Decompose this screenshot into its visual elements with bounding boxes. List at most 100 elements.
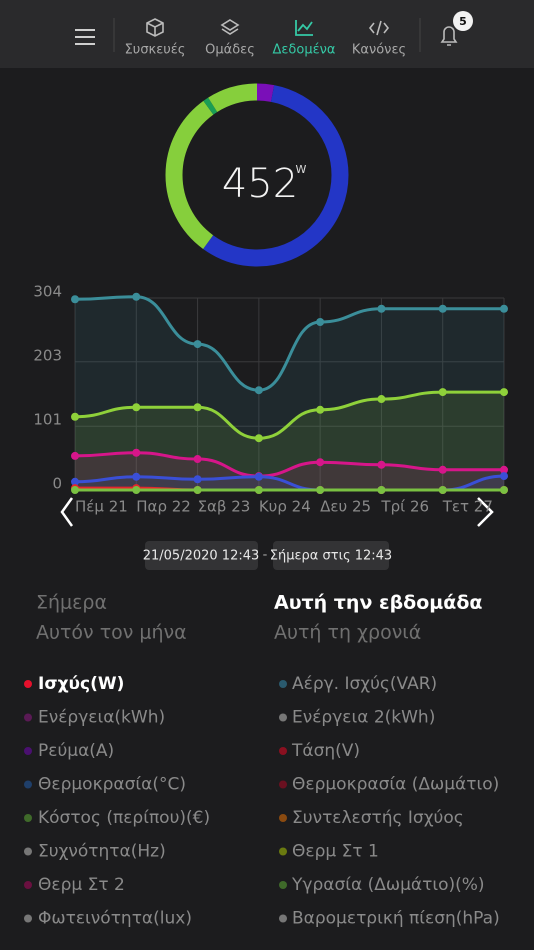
legend-dot xyxy=(279,881,287,889)
legend-label[interactable]: Αέργ. Ισχύς(VAR) xyxy=(292,674,437,694)
y-tick-label: 203 xyxy=(33,346,62,364)
period-option[interactable]: Σήμερα xyxy=(36,592,107,614)
rules-icon xyxy=(368,20,390,36)
series-point xyxy=(500,388,508,397)
nav-bar xyxy=(0,0,534,68)
legend-dot xyxy=(279,847,287,856)
legend-dot xyxy=(24,747,32,755)
series-point xyxy=(193,486,202,494)
prev-arrow[interactable] xyxy=(60,497,74,527)
bell-icon[interactable] xyxy=(440,26,458,46)
x-tick-label: Πέμ 21 xyxy=(75,498,128,516)
legend-label[interactable]: Βαρομετρική πίεση(hPa) xyxy=(292,909,500,929)
series-point xyxy=(71,477,79,486)
legend-dot xyxy=(279,680,287,688)
series-point xyxy=(316,405,325,414)
date-to: Σήμερα στις 12:43 xyxy=(270,549,392,564)
period-option[interactable]: Αυτή την εβδομάδα xyxy=(274,592,482,614)
legend-label[interactable]: Φωτεινότητα(lux) xyxy=(38,909,192,929)
series-point xyxy=(193,455,202,464)
x-tick-label: Κυρ 24 xyxy=(259,498,311,516)
series-line xyxy=(74,390,504,440)
legend-dot xyxy=(24,680,32,688)
legend-dot xyxy=(24,713,32,722)
date-separator: - xyxy=(263,548,268,563)
series-point xyxy=(377,304,386,313)
legend-dot xyxy=(24,914,32,923)
series-point xyxy=(132,403,141,412)
series-line xyxy=(74,295,504,392)
series-point xyxy=(316,318,325,326)
series-area xyxy=(75,452,504,490)
series-point xyxy=(132,448,141,457)
series-point xyxy=(132,292,141,301)
series-point xyxy=(71,295,79,304)
series-point xyxy=(132,486,141,494)
series-point xyxy=(500,465,508,474)
legend-dot xyxy=(24,780,32,789)
legend-dot xyxy=(279,814,287,822)
period-option[interactable]: Αυτή τη χρονιά xyxy=(274,622,421,644)
legend-label[interactable]: Ισχύς(W) xyxy=(38,674,124,694)
badge xyxy=(453,11,473,31)
nav-label[interactable]: Κανόνες xyxy=(352,43,406,58)
legend-label[interactable]: Ενέργεια 2(kWh) xyxy=(292,708,435,728)
legend-label[interactable]: Συχνότητα(Hz) xyxy=(38,842,166,862)
date-pill[interactable] xyxy=(273,541,389,570)
series-point xyxy=(254,486,263,494)
legend-label[interactable]: Θερμ Στ 2 xyxy=(38,875,125,895)
data-icon xyxy=(295,20,313,36)
legend-label[interactable]: Συντελεστής Ισχύος xyxy=(292,808,464,828)
x-tick-label: Τρί 26 xyxy=(380,498,429,516)
series-point xyxy=(254,386,263,395)
legend-dot xyxy=(279,914,287,923)
y-tick-label: 304 xyxy=(33,283,62,301)
series-point xyxy=(254,472,263,481)
legend-label[interactable]: Υγρασία (Δωμάτιο)(%) xyxy=(291,875,485,895)
next-arrow[interactable] xyxy=(477,497,494,527)
legend-label[interactable]: Ρεύμα(A) xyxy=(38,741,114,761)
legend-dot xyxy=(279,713,287,722)
series-point xyxy=(193,403,202,412)
gauge-segment xyxy=(165,83,349,267)
series-point xyxy=(500,304,508,313)
legend-label[interactable]: Ενέργεια(kWh) xyxy=(38,708,165,728)
series-point xyxy=(500,472,508,481)
x-tick-label: Σαβ 23 xyxy=(198,498,251,516)
y-tick-label: 0 xyxy=(52,475,62,493)
series-point xyxy=(438,465,447,474)
gauge-value: 452 xyxy=(222,161,298,207)
x-tick-label: Τετ 27 xyxy=(442,498,493,516)
date-pill[interactable] xyxy=(145,541,258,570)
series-point xyxy=(193,475,202,484)
legend-label[interactable]: Θερμοκρασία (Δωμάτιο) xyxy=(292,775,499,795)
legend-dot xyxy=(24,847,32,856)
date-from: 21/05/2020 12:43 xyxy=(143,549,260,564)
legend-label[interactable]: Τάση(V) xyxy=(291,741,360,761)
series-point xyxy=(71,451,79,460)
nav-label[interactable]: Συσκευές xyxy=(125,43,186,58)
nav-label[interactable]: Ομάδες xyxy=(205,43,255,58)
legend-dot xyxy=(24,814,32,822)
legend-dot xyxy=(279,747,287,755)
series-point xyxy=(438,388,447,397)
gauge-segment xyxy=(165,83,349,267)
menu-icon[interactable] xyxy=(75,29,95,45)
legend-label[interactable]: Κόστος (περίπου)(€) xyxy=(38,808,210,828)
nav-label[interactable]: Δεδομένα xyxy=(273,43,336,58)
series-point xyxy=(438,304,447,313)
series-point xyxy=(193,340,202,349)
series-point xyxy=(500,486,508,494)
gauge-segment xyxy=(165,83,349,267)
legend-dot xyxy=(279,780,287,789)
legend-label[interactable]: Θερμοκρασία(°C) xyxy=(38,775,186,795)
legend-label[interactable]: Θερμ Στ 1 xyxy=(292,842,379,862)
devices-icon xyxy=(146,18,164,37)
groups-icon xyxy=(220,19,240,35)
series-point xyxy=(377,486,386,494)
series-point xyxy=(438,486,447,494)
series-point xyxy=(132,472,141,481)
period-option[interactable]: Αυτόν τον μήνα xyxy=(36,622,187,644)
x-tick-label: Δευ 25 xyxy=(320,498,371,516)
